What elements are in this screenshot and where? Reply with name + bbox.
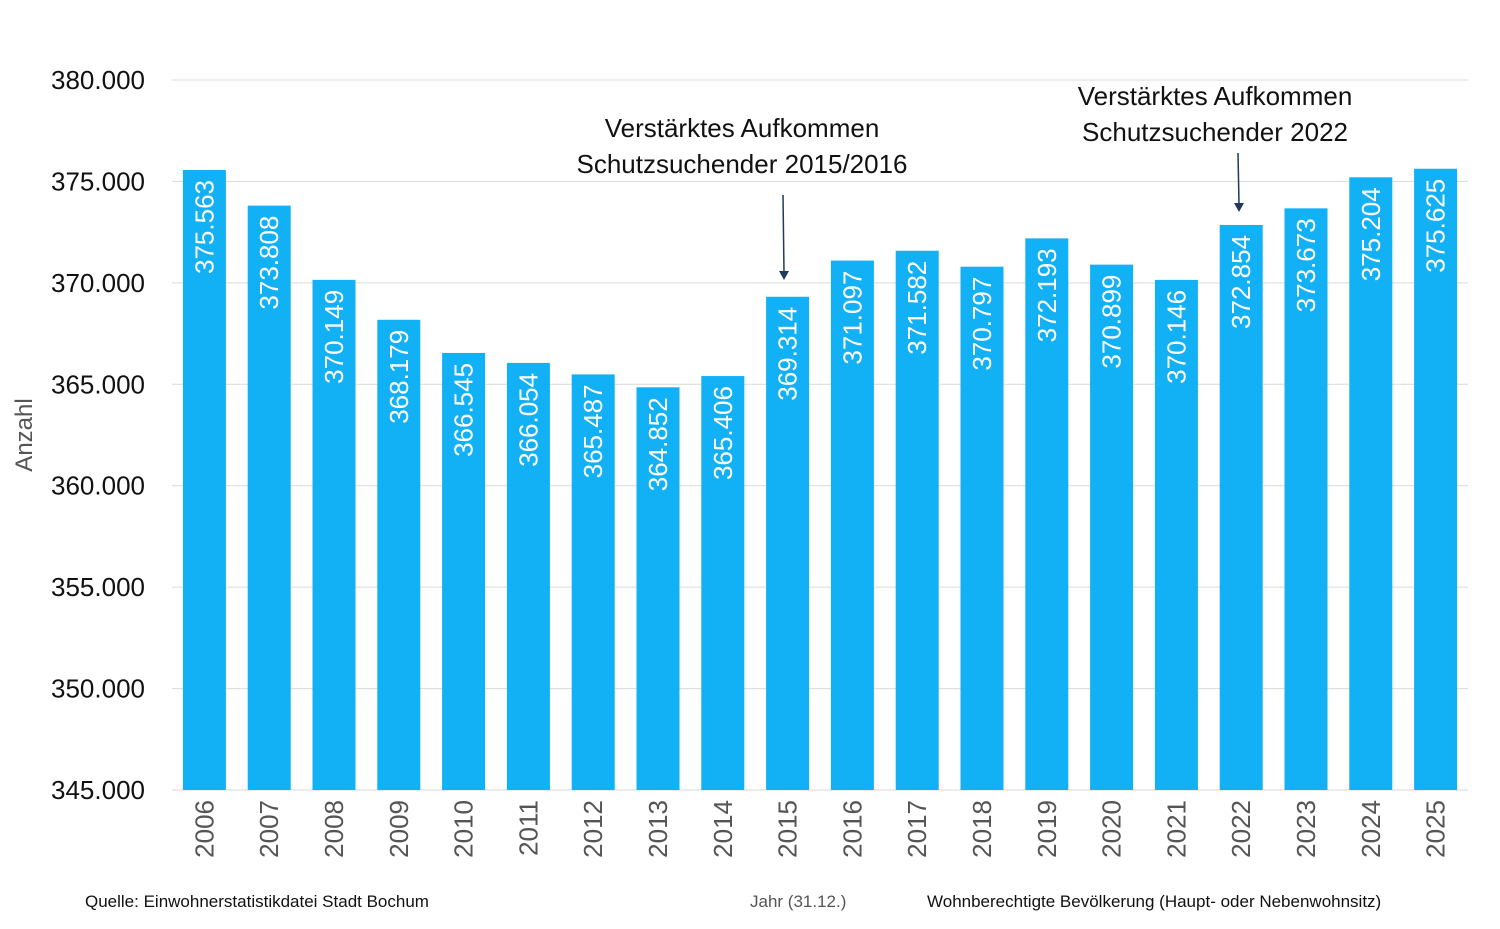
series-note: Wohnberechtigte Bevölkerung (Haupt- oder… (927, 892, 1382, 911)
x-tick-label: 2016 (837, 800, 867, 858)
annotation-text: Schutzsuchender 2022 (1082, 117, 1348, 147)
arrowhead-icon (779, 271, 789, 280)
annotation-text: Schutzsuchender 2015/2016 (576, 149, 907, 179)
x-tick-label: 2025 (1421, 800, 1451, 858)
bar-2020 (1090, 264, 1134, 790)
x-tick-label: 2021 (1161, 800, 1191, 858)
bar-2008 (312, 279, 356, 790)
y-tick-label: 350.000 (51, 674, 145, 704)
x-tick-label: 2007 (254, 800, 284, 858)
bar-2015 (766, 296, 810, 790)
bar-2017 (895, 250, 939, 790)
bar-2019 (1025, 238, 1069, 790)
data-label: 364.852 (643, 397, 673, 491)
y-tick-label: 345.000 (51, 775, 145, 805)
x-tick-label: 2024 (1356, 800, 1386, 858)
y-tick-label: 365.000 (51, 369, 145, 399)
y-tick-label: 355.000 (51, 572, 145, 602)
data-label: 365.406 (708, 386, 738, 480)
bar-2016 (830, 260, 874, 790)
y-tick-label: 375.000 (51, 166, 145, 196)
x-tick-label: 2011 (513, 800, 543, 856)
data-label: 373.808 (254, 216, 284, 310)
data-label: 371.097 (837, 271, 867, 365)
bar-2013 (636, 387, 680, 790)
bar-2007 (247, 205, 291, 791)
data-label: 372.193 (1032, 248, 1062, 342)
data-label: 370.899 (1097, 275, 1127, 369)
x-axis-label: Jahr (31.12.) (750, 892, 847, 911)
annotation-arrow (1237, 152, 1240, 205)
bar-2022 (1219, 224, 1263, 790)
x-tick-label: 2019 (1032, 800, 1062, 858)
bar-2025 (1414, 168, 1458, 790)
bar-2010 (442, 352, 486, 790)
x-tick-label: 2014 (708, 800, 738, 858)
bar-2018 (960, 266, 1004, 790)
x-tick-label: 2008 (319, 800, 349, 858)
arrowhead-icon (1234, 203, 1244, 212)
x-tick-label: 2012 (578, 800, 608, 858)
source-note: Quelle: Einwohnerstatistikdatei Stadt Bo… (85, 892, 429, 911)
data-label: 373.673 (1291, 218, 1321, 312)
x-tick-label: 2009 (384, 800, 414, 858)
bar-2011 (506, 362, 550, 790)
x-tick-label: 2022 (1226, 800, 1256, 858)
data-label: 370.146 (1161, 290, 1191, 384)
data-label: 365.487 (578, 384, 608, 478)
data-label: 375.625 (1421, 179, 1451, 273)
data-label: 370.797 (967, 277, 997, 371)
data-label: 375.204 (1356, 187, 1386, 281)
data-label: 369.314 (773, 307, 803, 401)
x-tick-label: 2018 (967, 800, 997, 858)
y-tick-label: 370.000 (51, 268, 145, 298)
x-tick-label: 2006 (189, 800, 219, 858)
x-tick-label: 2013 (643, 800, 673, 858)
annotation-text: Verstärktes Aufkommen (1078, 81, 1353, 111)
annotation-text: Verstärktes Aufkommen (605, 113, 880, 143)
bar-2012 (571, 374, 615, 790)
data-label: 370.149 (319, 290, 349, 384)
data-label: 368.179 (384, 330, 414, 424)
x-tick-label: 2010 (449, 800, 479, 858)
x-tick-label: 2023 (1291, 800, 1321, 858)
data-label: 375.563 (189, 180, 219, 274)
data-label: 366.545 (449, 363, 479, 457)
data-label: 371.582 (902, 261, 932, 355)
bar-2009 (377, 319, 421, 790)
y-tick-label: 380.000 (51, 65, 145, 95)
bar-2024 (1349, 177, 1393, 790)
data-label: 366.054 (513, 373, 543, 467)
x-tick-label: 2017 (902, 800, 932, 858)
x-tick-label: 2015 (773, 800, 803, 858)
data-label: 372.854 (1226, 235, 1256, 329)
y-tick-label: 360.000 (51, 471, 145, 501)
y-axis-label: Anzahl (11, 398, 38, 471)
bar-2021 (1154, 279, 1198, 790)
annotation-arrow (782, 194, 785, 273)
bar-2014 (701, 376, 745, 790)
x-tick-label: 2020 (1097, 800, 1127, 858)
bar-2006 (182, 170, 226, 791)
bar-2023 (1284, 208, 1328, 790)
